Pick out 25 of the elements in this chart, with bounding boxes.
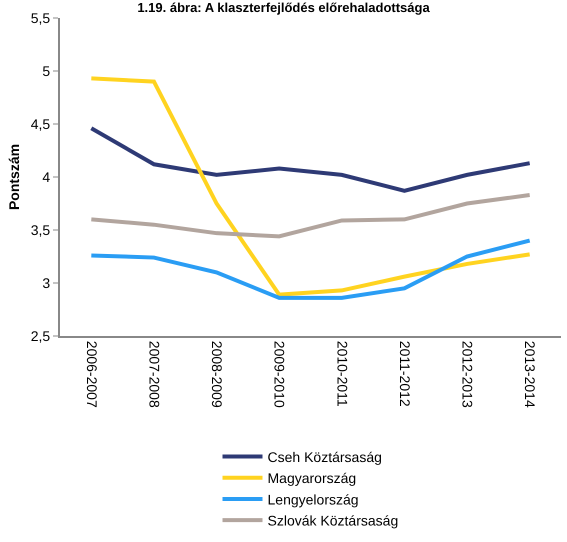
x-tick-label: 2010-2011	[334, 340, 350, 407]
legend-label: Lengyelország	[268, 491, 359, 508]
y-tick-label: 3,5	[30, 222, 50, 238]
x-tick-label: 2006-2007	[84, 340, 100, 408]
line-series	[89, 126, 532, 193]
y-tick-label: 2,5	[30, 328, 50, 344]
x-tick-label: 2009-2010	[272, 340, 288, 408]
y-tick-label: 5	[42, 62, 50, 79]
x-tick-label: 2011-2012	[396, 340, 413, 407]
line-series	[89, 193, 532, 238]
y-tick-label: 5,5	[30, 10, 50, 26]
x-tick-label: 2008-2009	[209, 340, 226, 408]
y-tick-label: 4	[42, 168, 50, 185]
chart-title: 1.19. ábra: A klaszterfejlődés előrehaladottsága	[137, 0, 430, 15]
legend-label: Magyarország	[268, 470, 356, 486]
line-series	[89, 76, 532, 297]
y-tick-label: 3	[42, 274, 50, 291]
x-tick-label: 2012-2013	[460, 340, 476, 408]
line-series	[89, 238, 532, 300]
y-axis-title: Pontszám	[6, 144, 22, 210]
y-tick-label: 4,5	[30, 116, 50, 132]
legend-label: Cseh Köztársaság	[268, 449, 382, 465]
x-tick-label: 2013-2014	[522, 340, 538, 408]
x-tick-label: 2007-2008	[146, 340, 162, 408]
legend-label: Szlovák Köztársaság	[268, 512, 398, 529]
